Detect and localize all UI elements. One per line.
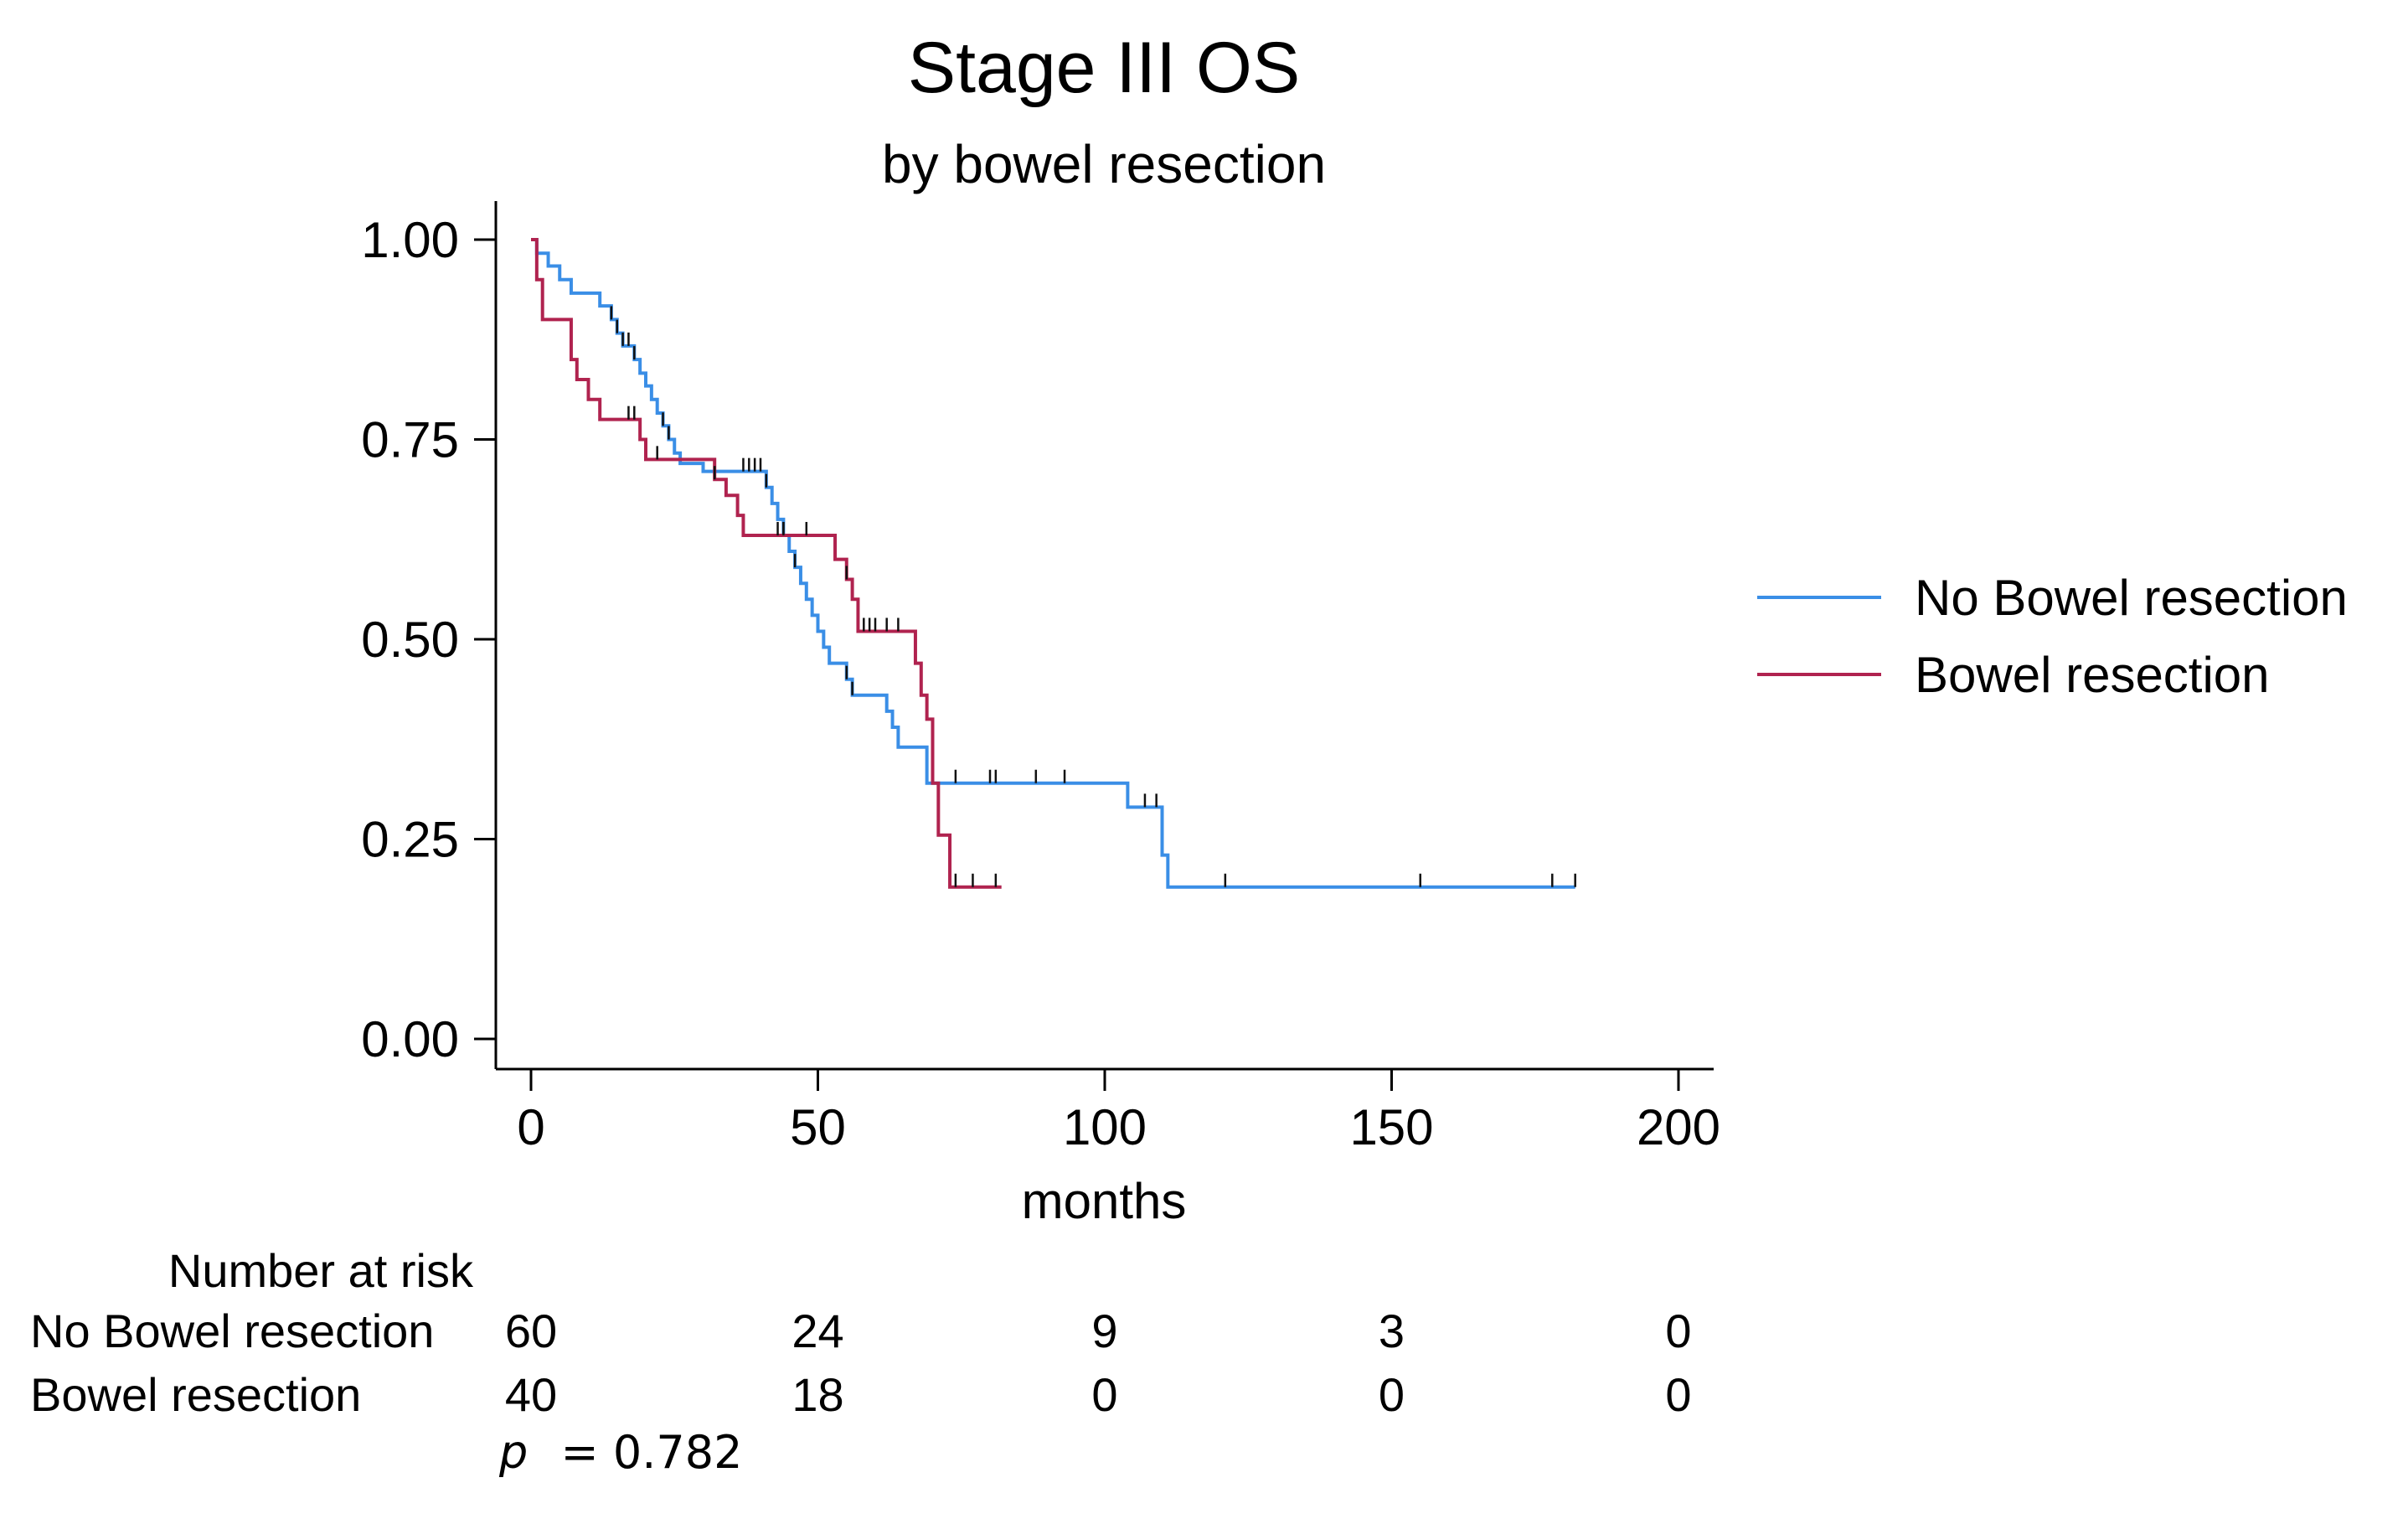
km-curve-no-bowel-resection bbox=[531, 238, 1575, 889]
risk-row-label-bowel-resection: Bowel resection bbox=[30, 1368, 361, 1421]
km-curve-bowel-resection bbox=[531, 238, 1002, 889]
risk-value: 0 bbox=[1379, 1368, 1405, 1421]
p-symbol: p bbox=[498, 1426, 528, 1479]
y-ticks: 0.00 0.25 0.50 0.75 1.00 bbox=[361, 212, 496, 1067]
x-tick-label: 50 bbox=[790, 1099, 846, 1155]
risk-value: 24 bbox=[791, 1305, 843, 1357]
x-ticks: 0 50 100 150 200 bbox=[517, 1069, 1720, 1155]
y-tick-label: 1.00 bbox=[361, 212, 459, 268]
y-tick-label: 0.25 bbox=[361, 812, 459, 868]
y-tick-label: 0.75 bbox=[361, 412, 459, 468]
x-tick-label: 150 bbox=[1349, 1099, 1433, 1155]
x-tick-label: 0 bbox=[517, 1099, 544, 1155]
plot-area: 0.00 0.25 0.50 0.75 1.00 0 50 100 150 200 bbox=[361, 201, 1720, 1155]
risk-value: 9 bbox=[1091, 1305, 1117, 1357]
risk-value: 18 bbox=[791, 1368, 843, 1421]
risk-table: Number at risk No Bowel resection Bowel … bbox=[30, 1244, 1692, 1421]
series-layer bbox=[531, 238, 1576, 889]
risk-value: 3 bbox=[1379, 1305, 1405, 1357]
risk-values: 60 24 9 3 0 40 18 0 0 0 bbox=[505, 1305, 1692, 1421]
x-tick-label: 100 bbox=[1063, 1099, 1147, 1155]
risk-row-label-no-bowel-resection: No Bowel resection bbox=[30, 1305, 434, 1357]
risk-value: 40 bbox=[505, 1368, 557, 1421]
p-value-annotation: p = 0.782 bbox=[498, 1426, 742, 1479]
chart-subtitle: by bowel resection bbox=[882, 134, 1326, 194]
y-tick-label: 0.50 bbox=[361, 612, 459, 668]
risk-value: 0 bbox=[1665, 1368, 1691, 1421]
legend-label-no-bowel-resection: No Bowel resection bbox=[1915, 570, 2348, 626]
risk-table-title: Number at risk bbox=[168, 1244, 474, 1297]
risk-value: 60 bbox=[505, 1305, 557, 1357]
legend: No Bowel resection Bowel resection bbox=[1757, 570, 2348, 703]
x-axis-title: months bbox=[1022, 1173, 1187, 1229]
risk-value: 0 bbox=[1665, 1305, 1691, 1357]
y-tick-label: 0.00 bbox=[361, 1011, 459, 1067]
p-value: = 0.782 bbox=[560, 1426, 742, 1479]
chart-title: Stage III OS bbox=[908, 28, 1300, 108]
legend-label-bowel-resection: Bowel resection bbox=[1915, 647, 2270, 703]
x-tick-label: 200 bbox=[1637, 1099, 1720, 1155]
risk-value: 0 bbox=[1091, 1368, 1117, 1421]
